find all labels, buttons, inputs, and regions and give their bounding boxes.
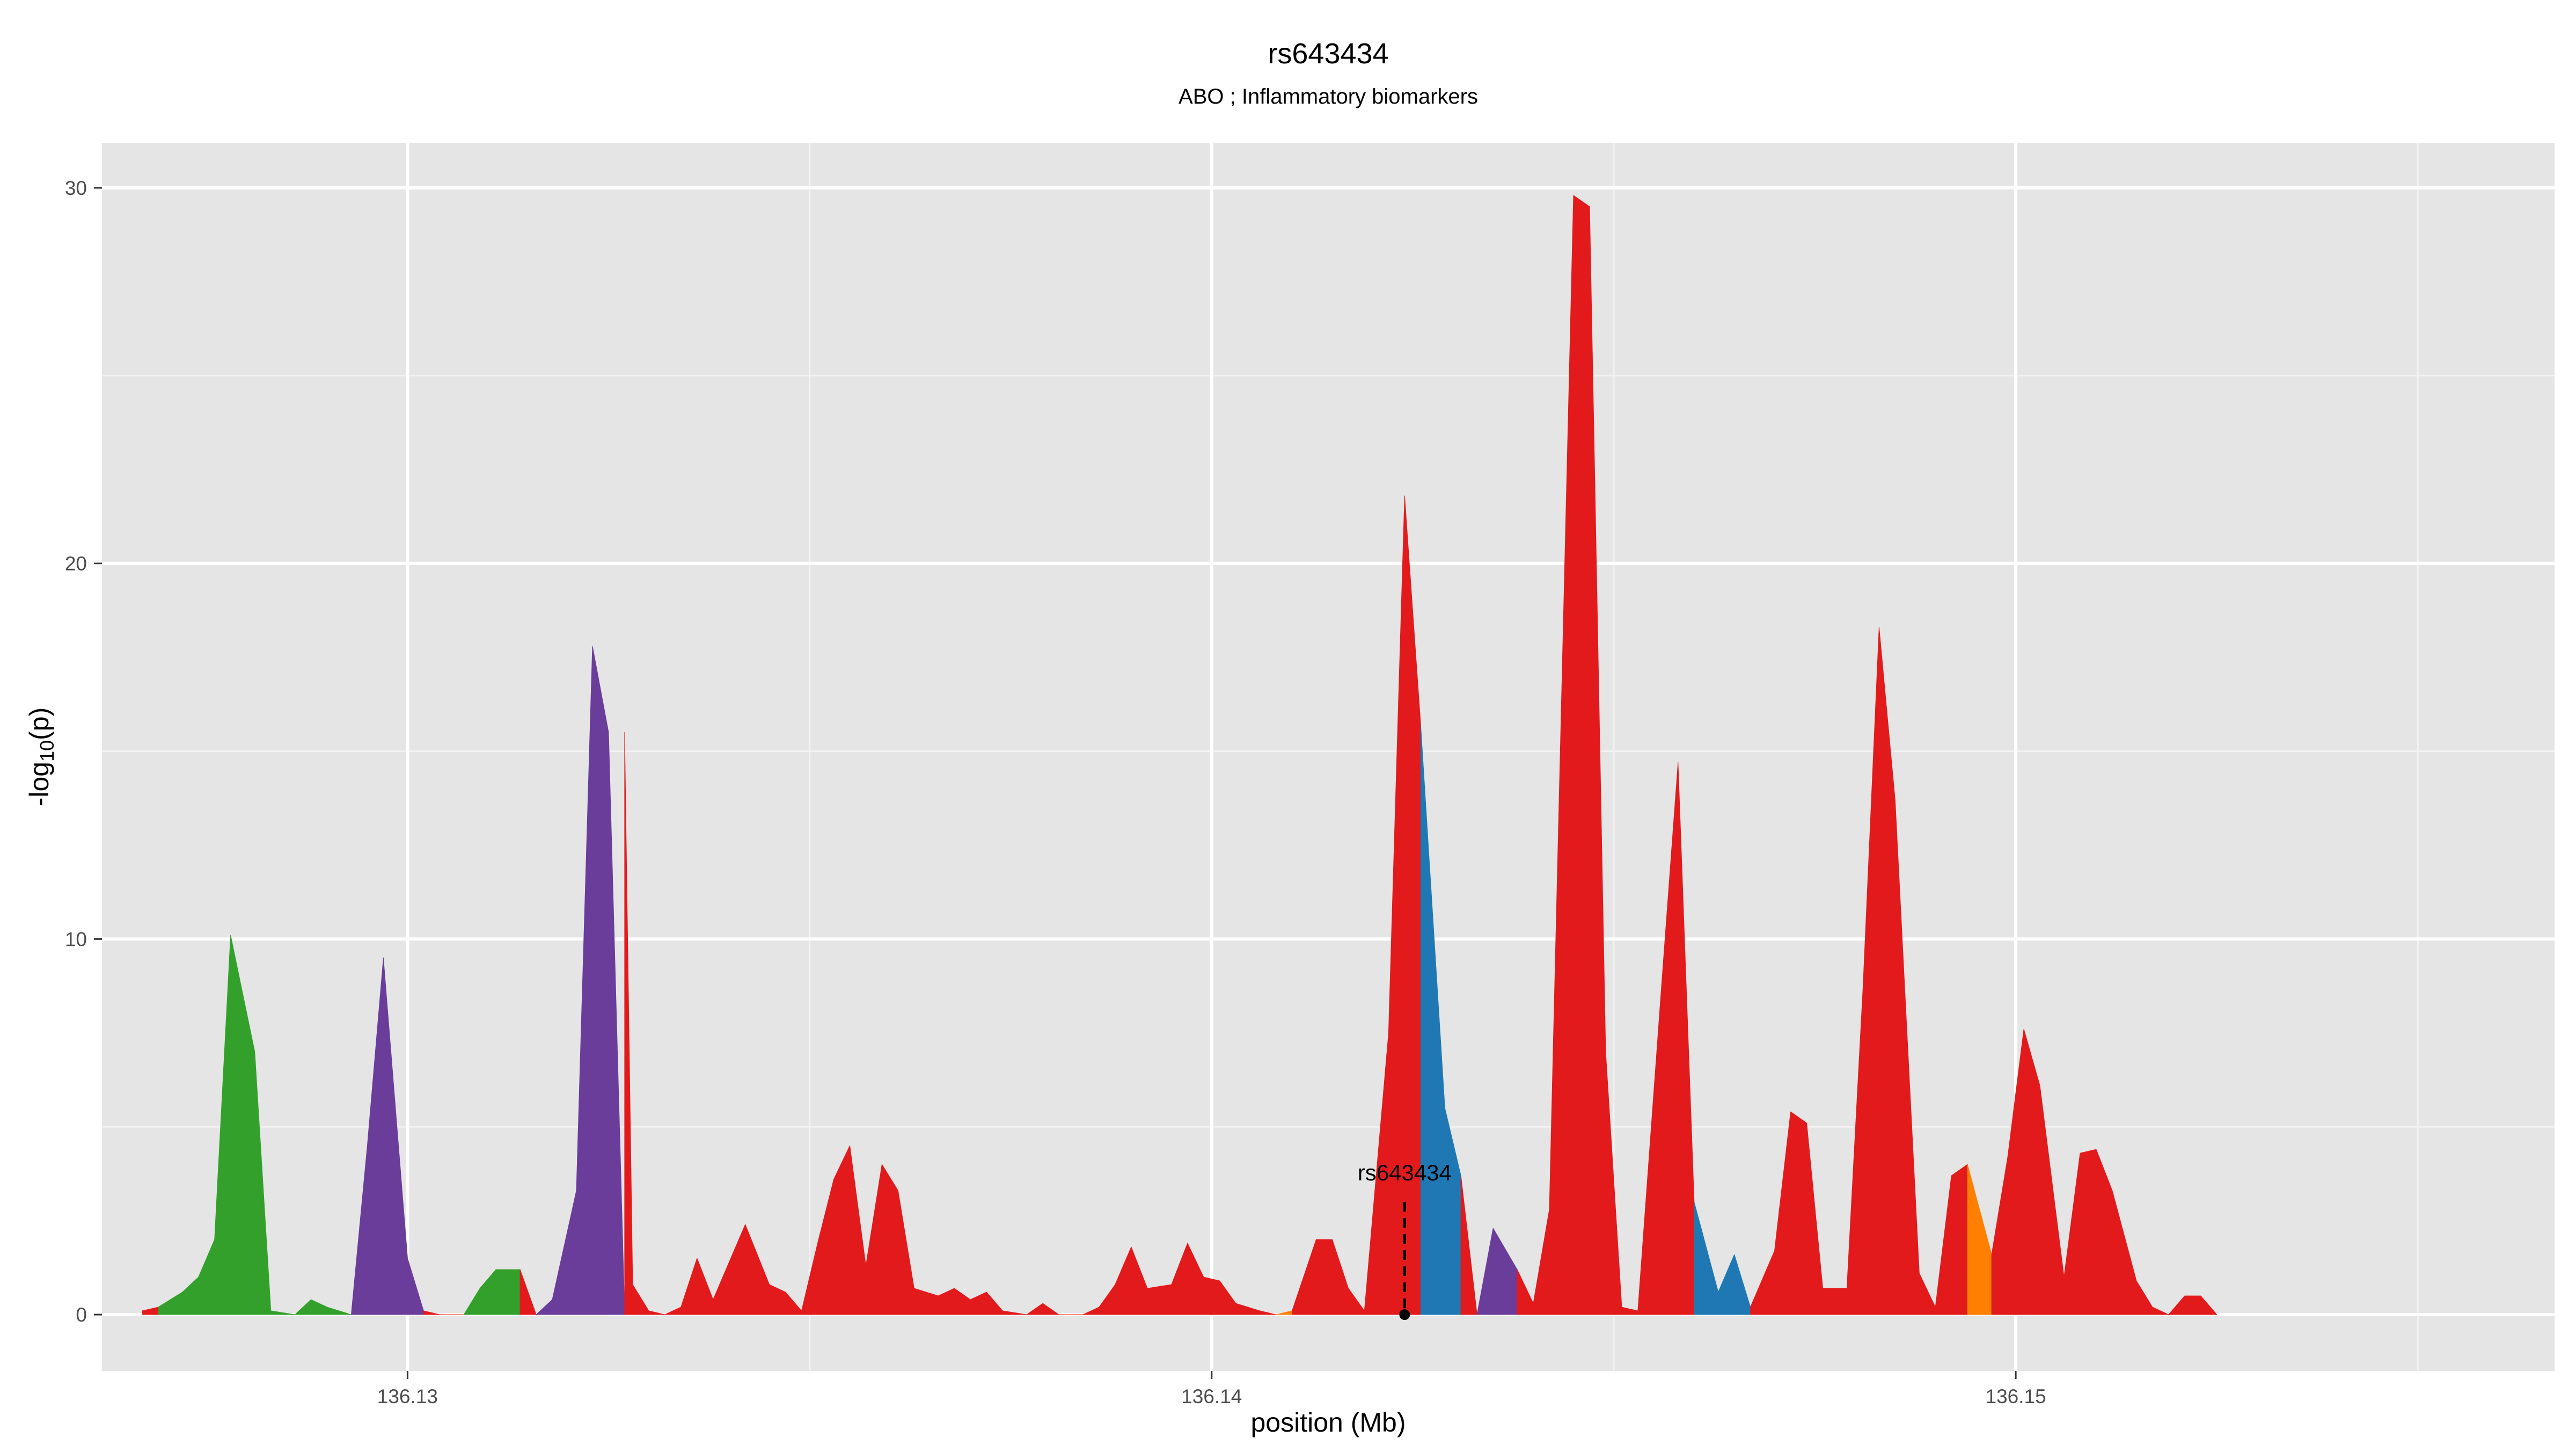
y-tick-label: 30 (65, 177, 87, 199)
chart-subtitle: ABO ; Inflammatory biomarkers (1179, 85, 1478, 108)
chart-title: rs643434 (1268, 38, 1388, 70)
series-area-red (1991, 1028, 2218, 1315)
series-area-green (463, 1269, 521, 1315)
series-area-blue (1420, 725, 1461, 1315)
series-area-red (1460, 1175, 1477, 1315)
annotation-label: rs643434 (1358, 1160, 1452, 1185)
x-tick-label: 136.14 (1181, 1385, 1242, 1407)
x-tick-label: 136.15 (1986, 1385, 2046, 1407)
series-layer (142, 195, 2218, 1315)
panel-background (102, 143, 2555, 1371)
x-axis-title: position (Mb) (1251, 1407, 1406, 1438)
grid-minor (102, 143, 2555, 1371)
y-axis-title: -log10(p) (24, 707, 58, 807)
y-tick-label: 10 (65, 928, 87, 950)
y-axis-ticks: 0 10 20 30 (65, 177, 102, 1326)
series-area-red (1517, 195, 1695, 1315)
x-tick-label: 136.13 (377, 1385, 438, 1407)
y-tick-label: 0 (76, 1304, 87, 1326)
series-area-red (1750, 627, 1968, 1315)
series-area-red (423, 1310, 464, 1315)
series-area-green (158, 935, 352, 1315)
annotation-layer: rs643434 (1358, 1160, 1452, 1320)
y-axis-title-main: -log (24, 762, 54, 806)
series-area-red (519, 1269, 537, 1315)
y-axis-title-suffix: (p) (24, 707, 54, 740)
y-axis-title-sub: 10 (36, 740, 58, 762)
annotation-point (1399, 1309, 1410, 1320)
series-area-red (624, 732, 1277, 1315)
x-axis-ticks: 136.13 136.14 136.15 (377, 1371, 2046, 1407)
y-tick-label: 20 (65, 553, 87, 575)
